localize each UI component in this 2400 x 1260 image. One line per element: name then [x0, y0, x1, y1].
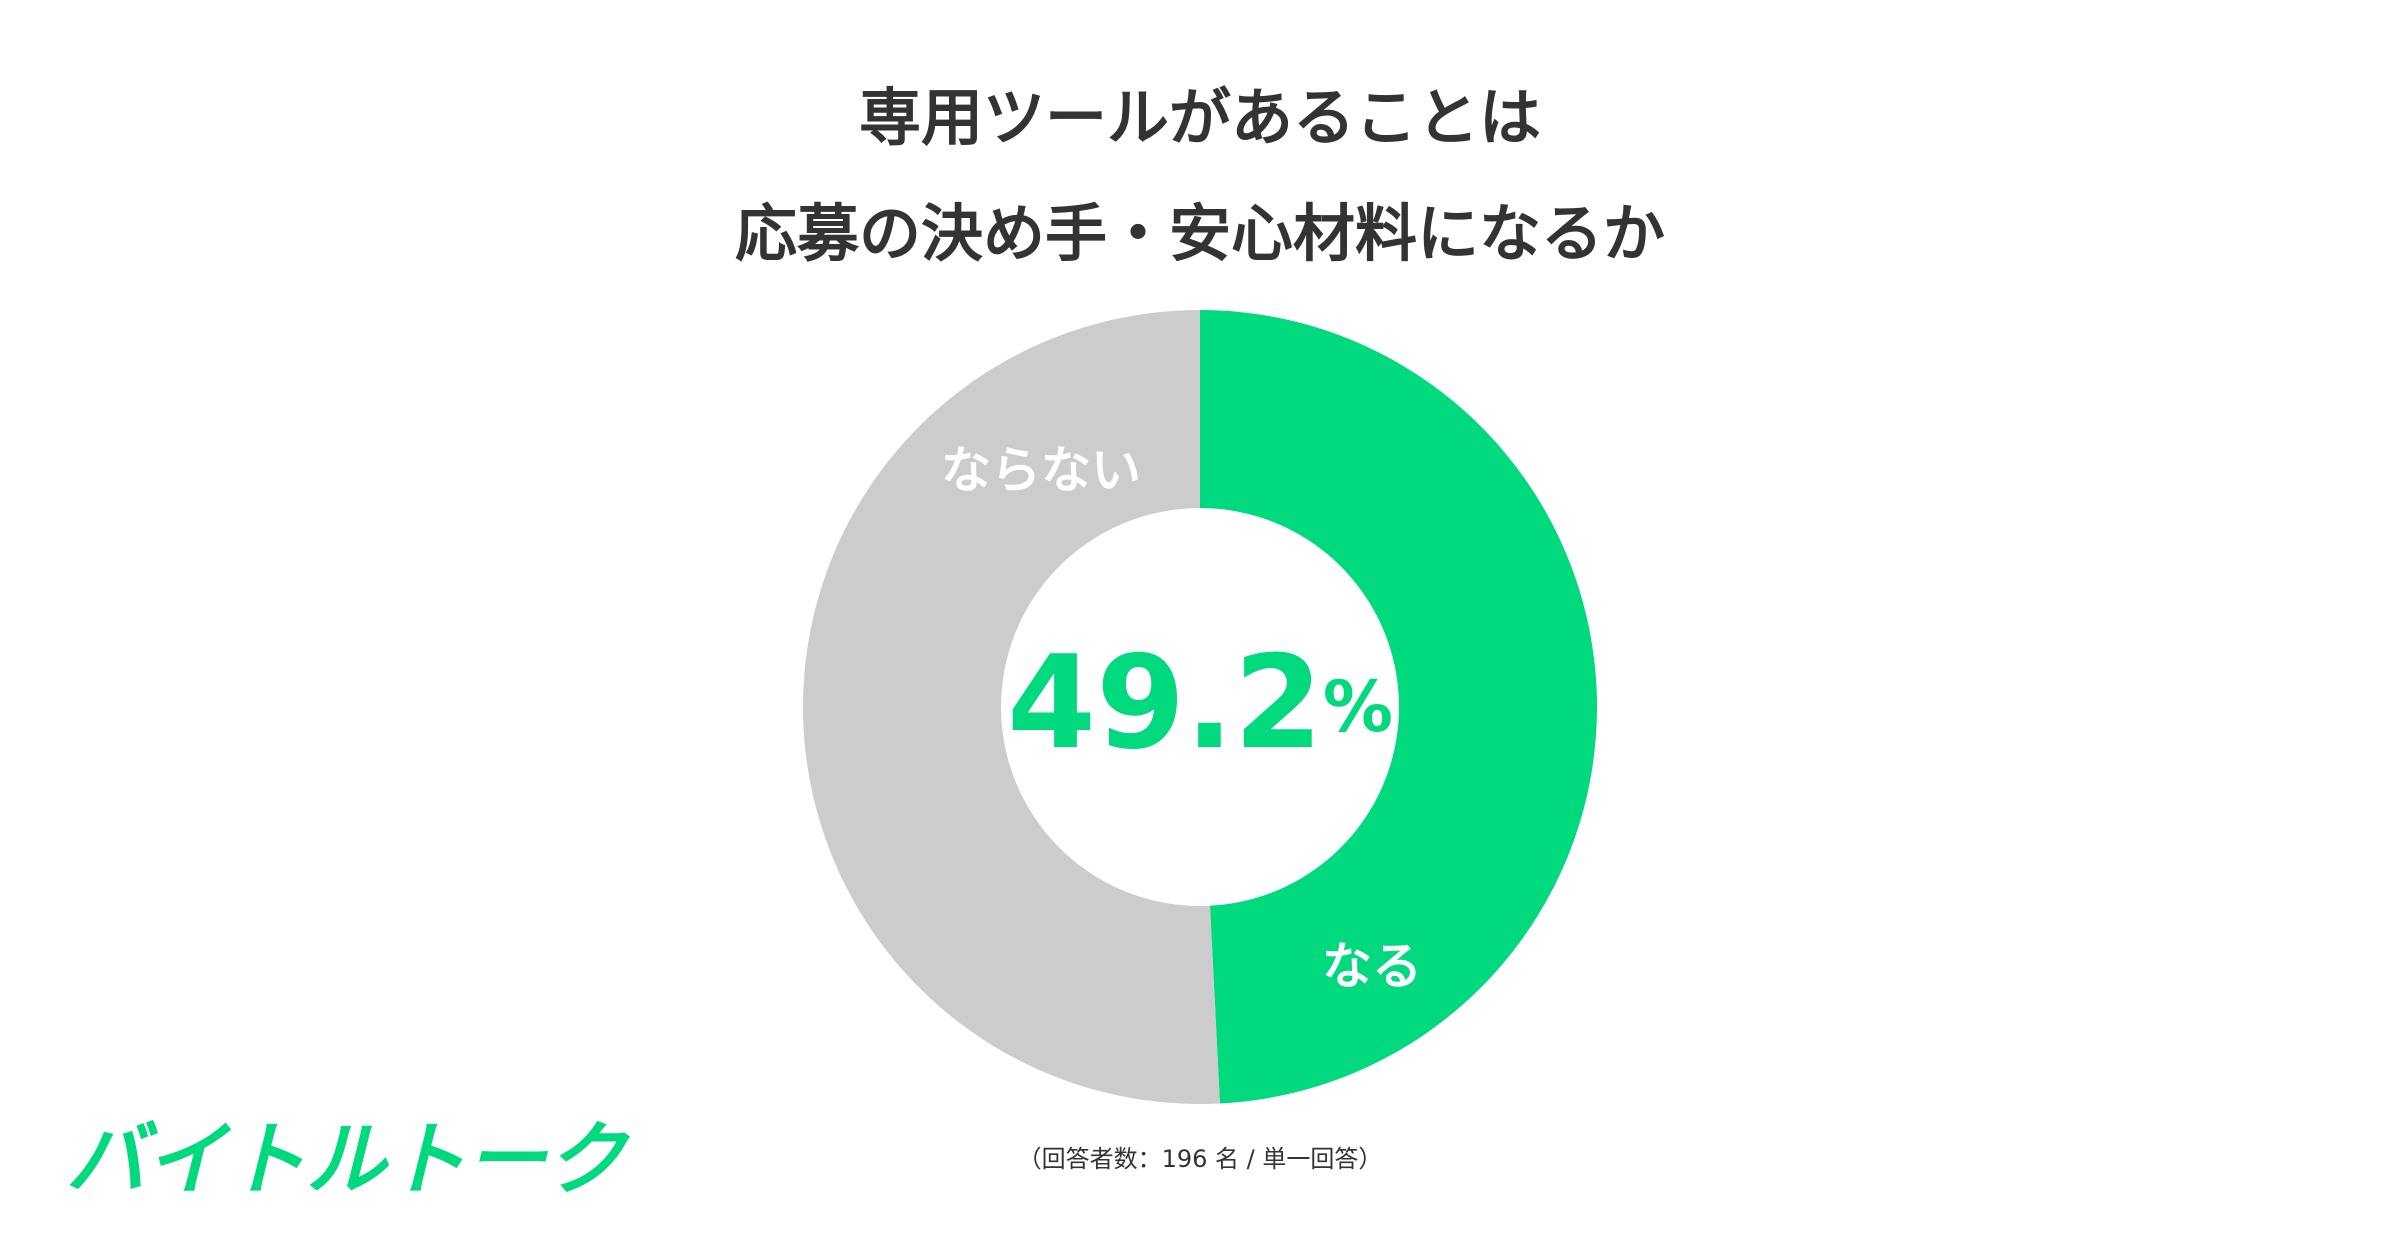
slice-label: ならない: [941, 442, 1141, 500]
donut-slice: [1200, 310, 1597, 1104]
footnote: （回答者数：196 名 / 単一回答）: [1018, 1145, 1383, 1173]
donut-slice: [802, 310, 1220, 1104]
chart-title: 応募の決め手・安心材料になるか: [735, 197, 1665, 270]
slice-label: なる: [1322, 938, 1422, 996]
chart-title: 専用ツールがあることは: [859, 81, 1541, 154]
center-value-label: 49.2%: [1007, 629, 1393, 778]
logo: バイトルトーク: [66, 1113, 631, 1206]
